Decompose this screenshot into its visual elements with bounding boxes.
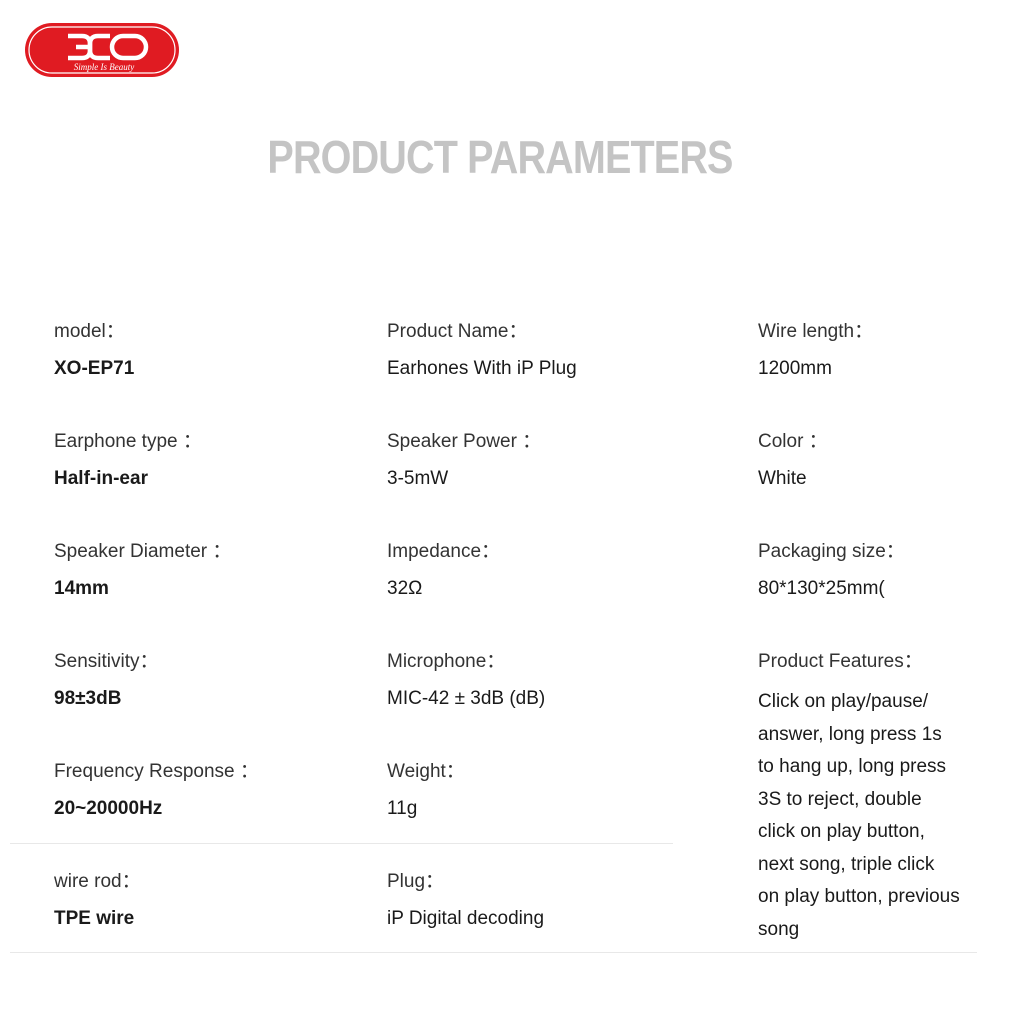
param-item: Product Features： Click on play/pause/ an… [758,651,1018,946]
param-label: Frequency Response ： [54,761,259,782]
param-value: 1200mm [758,358,832,379]
param-item: Impedance： 32Ω [387,541,500,600]
param-item: Packaging size： 80*130*25mm( [758,541,905,600]
param-item: Microphone： MIC-42 ± 3dB (dB) [387,651,545,710]
param-value: Earhones With iP Plug [387,358,577,379]
param-item: Color ： White [758,431,828,490]
svg-text:Simple Is Beauty: Simple Is Beauty [74,62,134,72]
param-label: Speaker Diameter ： [54,541,232,562]
param-item: Sensitivity： 98±3dB [54,651,159,710]
param-value: 98±3dB [54,688,122,709]
param-item: Speaker Diameter ： 14mm [54,541,231,600]
divider [10,843,673,844]
param-label: Impedance： [387,541,501,562]
param-item: Wire length： 1200mm [758,321,873,380]
param-label: Product Features： [758,651,923,672]
param-value: iP Digital decoding [387,908,545,929]
param-label: Packaging size： [758,541,905,562]
divider [10,952,977,953]
page-title: PRODUCT PARAMETERS [267,131,733,183]
param-item: wire rod： TPE wire [54,871,141,930]
param-value: White [758,468,807,489]
param-label: Product Name： [387,321,528,342]
param-value: Half-in-ear [54,468,148,489]
param-item: Earphone type ： Half-in-ear [54,431,202,490]
param-item: Product Name： Earhones With iP Plug [387,321,577,380]
param-item: Plug： iP Digital decoding [387,871,544,930]
param-label: Sensitivity： [54,651,159,672]
param-item: Frequency Response ： 20~20000Hz [54,761,259,820]
param-label: wire rod： [54,871,141,892]
param-value: MIC-42 ± 3dB (dB) [387,688,546,709]
xo-logo: Simple Is Beauty [25,23,179,77]
param-item: model： XO-EP71 [54,321,134,380]
param-value: 20~20000Hz [54,798,163,819]
param-value: XO-EP71 [54,358,135,379]
param-item: Weight： 11g [387,761,465,820]
param-value: 3-5mW [387,468,449,489]
param-label: Speaker Power ： [387,431,542,452]
param-value: 80*130*25mm( [758,578,885,599]
param-value: TPE wire [54,908,135,929]
param-label: model： [54,321,125,342]
param-value: Click on play/pause/ answer, long press … [758,691,960,940]
param-value: 14mm [54,578,109,599]
param-label: Color ： [758,431,828,452]
param-item: Speaker Power ： 3-5mW [387,431,541,490]
param-label: Earphone type ： [54,431,202,452]
param-value: 32Ω [387,578,423,599]
param-label: Microphone： [387,651,506,672]
param-label: Plug： [387,871,445,892]
param-label: Weight： [387,761,465,782]
param-label: Wire length： [758,321,874,342]
param-value: 11g [387,798,418,819]
